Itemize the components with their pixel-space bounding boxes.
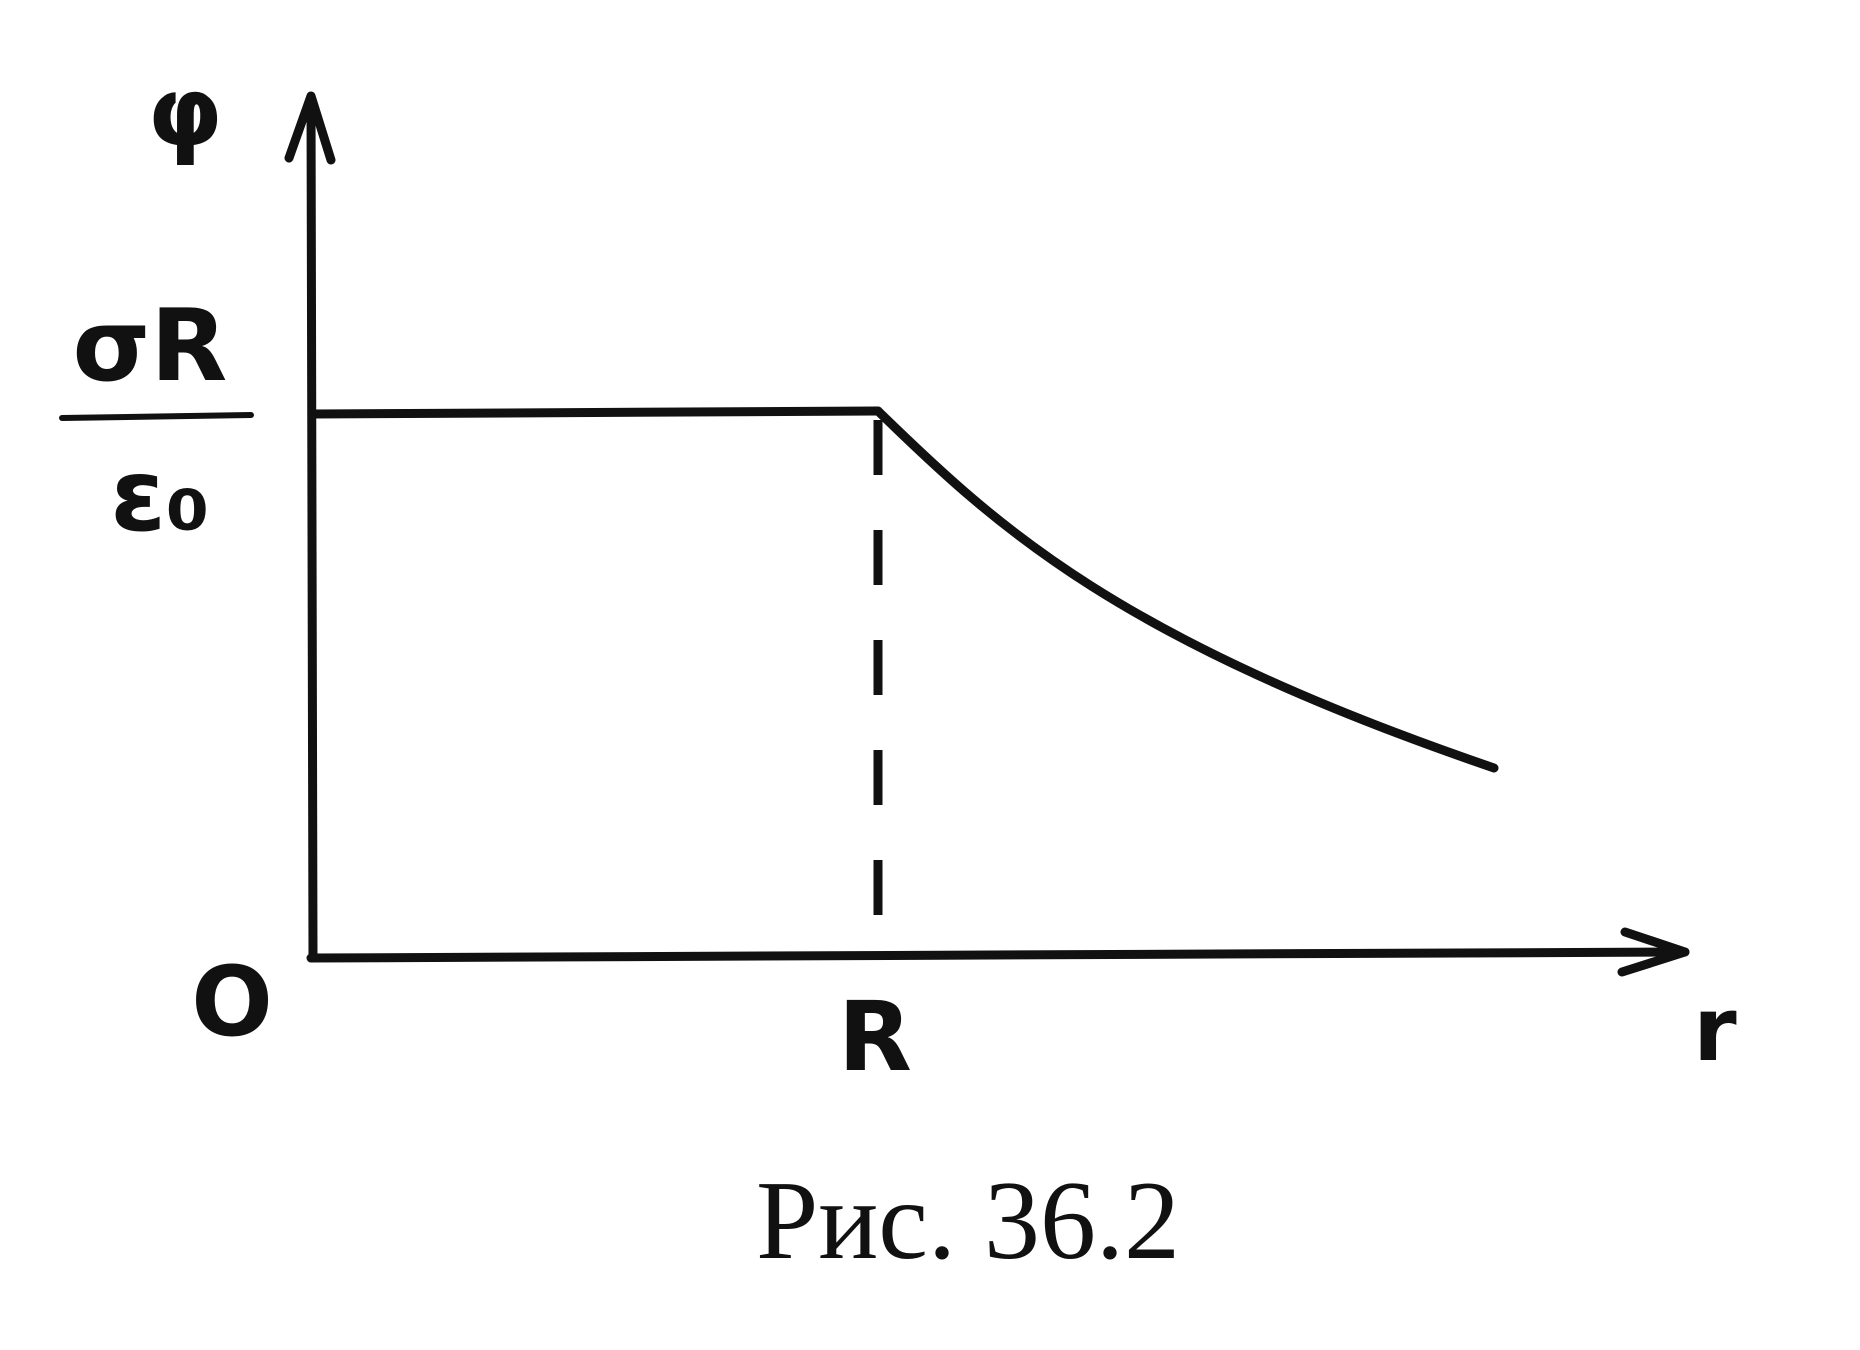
y-axis bbox=[306, 95, 318, 963]
plateau-line bbox=[308, 406, 883, 419]
origin-label: O bbox=[191, 946, 273, 1058]
x-mark-label: R bbox=[838, 981, 912, 1093]
level-denominator: ε₀ bbox=[110, 437, 209, 554]
y-axis-label: φ bbox=[147, 56, 222, 168]
level-numerator: σR bbox=[73, 287, 228, 404]
x-axis-arrow bbox=[1617, 927, 1690, 977]
y-axis-arrow bbox=[284, 91, 336, 165]
caption: Рис. 36.2 bbox=[756, 1159, 1180, 1283]
x-axis bbox=[306, 947, 1690, 963]
decay-curve bbox=[873, 406, 1499, 773]
x-axis-label: r bbox=[1693, 978, 1737, 1081]
fraction-bar bbox=[59, 412, 254, 421]
